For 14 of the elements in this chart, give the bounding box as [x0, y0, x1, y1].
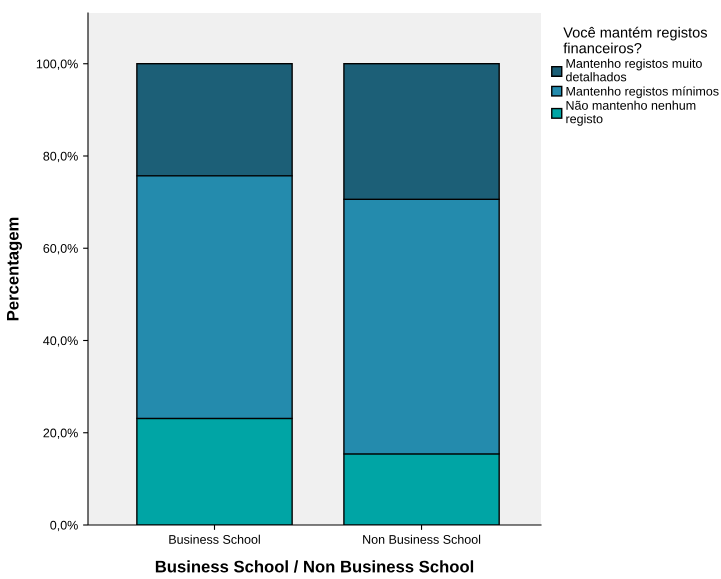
legend-label: Mantenho registos muito detalhados	[566, 58, 702, 82]
y-tick-label: 40,0%	[43, 336, 78, 347]
x-tick-label: Business School	[169, 534, 260, 544]
y-tick-label: 20,0%	[43, 428, 78, 439]
y-tick-label: 0,0%	[50, 520, 78, 532]
legend-label: Não mantenho nenhum registo	[566, 100, 696, 126]
y-tick-label: 60,0%	[43, 244, 78, 254]
legend-label: Mantenho registos mínimos	[566, 86, 719, 98]
legend-title: Você mantém registos financeiros?	[563, 26, 708, 54]
y-tick-label: 100,0%	[36, 60, 78, 70]
x-tick-label: Non Business School	[363, 534, 480, 544]
x-axis-title: Business School / Non Business School	[156, 560, 474, 573]
y-tick-label: 80,0%	[43, 152, 78, 162]
y-axis-title: Percentagem	[7, 218, 22, 320]
